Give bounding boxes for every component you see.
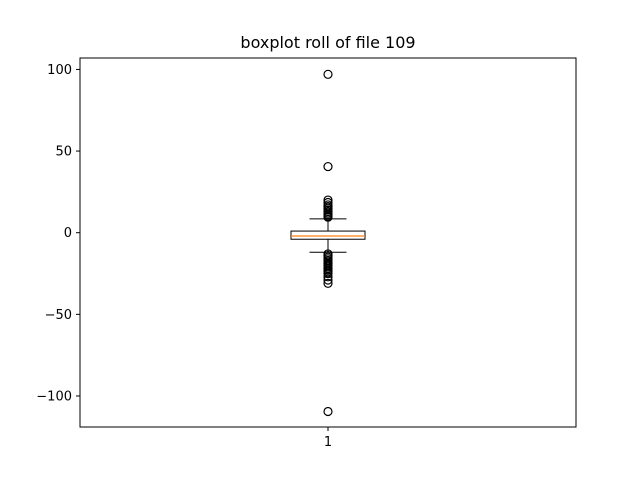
box-iqr xyxy=(290,230,366,240)
outlier-point xyxy=(323,69,333,79)
outlier-point xyxy=(323,212,333,222)
x-axis: 1 xyxy=(324,427,332,450)
x-tick-label: 1 xyxy=(324,435,332,450)
y-tick-label: 50 xyxy=(55,145,72,160)
outlier-point xyxy=(323,268,333,279)
outlier-point xyxy=(323,278,333,288)
y-axis: 100 50 0 −50 −100 xyxy=(36,63,80,404)
outlier-point xyxy=(323,406,333,417)
outlier-point xyxy=(323,275,333,285)
outlier-point xyxy=(323,161,333,172)
y-tick-label: −100 xyxy=(36,389,72,404)
chart-title: boxplot roll of file 109 xyxy=(240,33,415,52)
plot-area xyxy=(290,69,366,417)
outlier-point xyxy=(323,197,333,208)
y-tick-label: 100 xyxy=(47,63,72,78)
y-tick-label: 0 xyxy=(64,226,72,241)
outlier-point xyxy=(323,272,333,282)
y-tick-label: −50 xyxy=(45,308,72,323)
